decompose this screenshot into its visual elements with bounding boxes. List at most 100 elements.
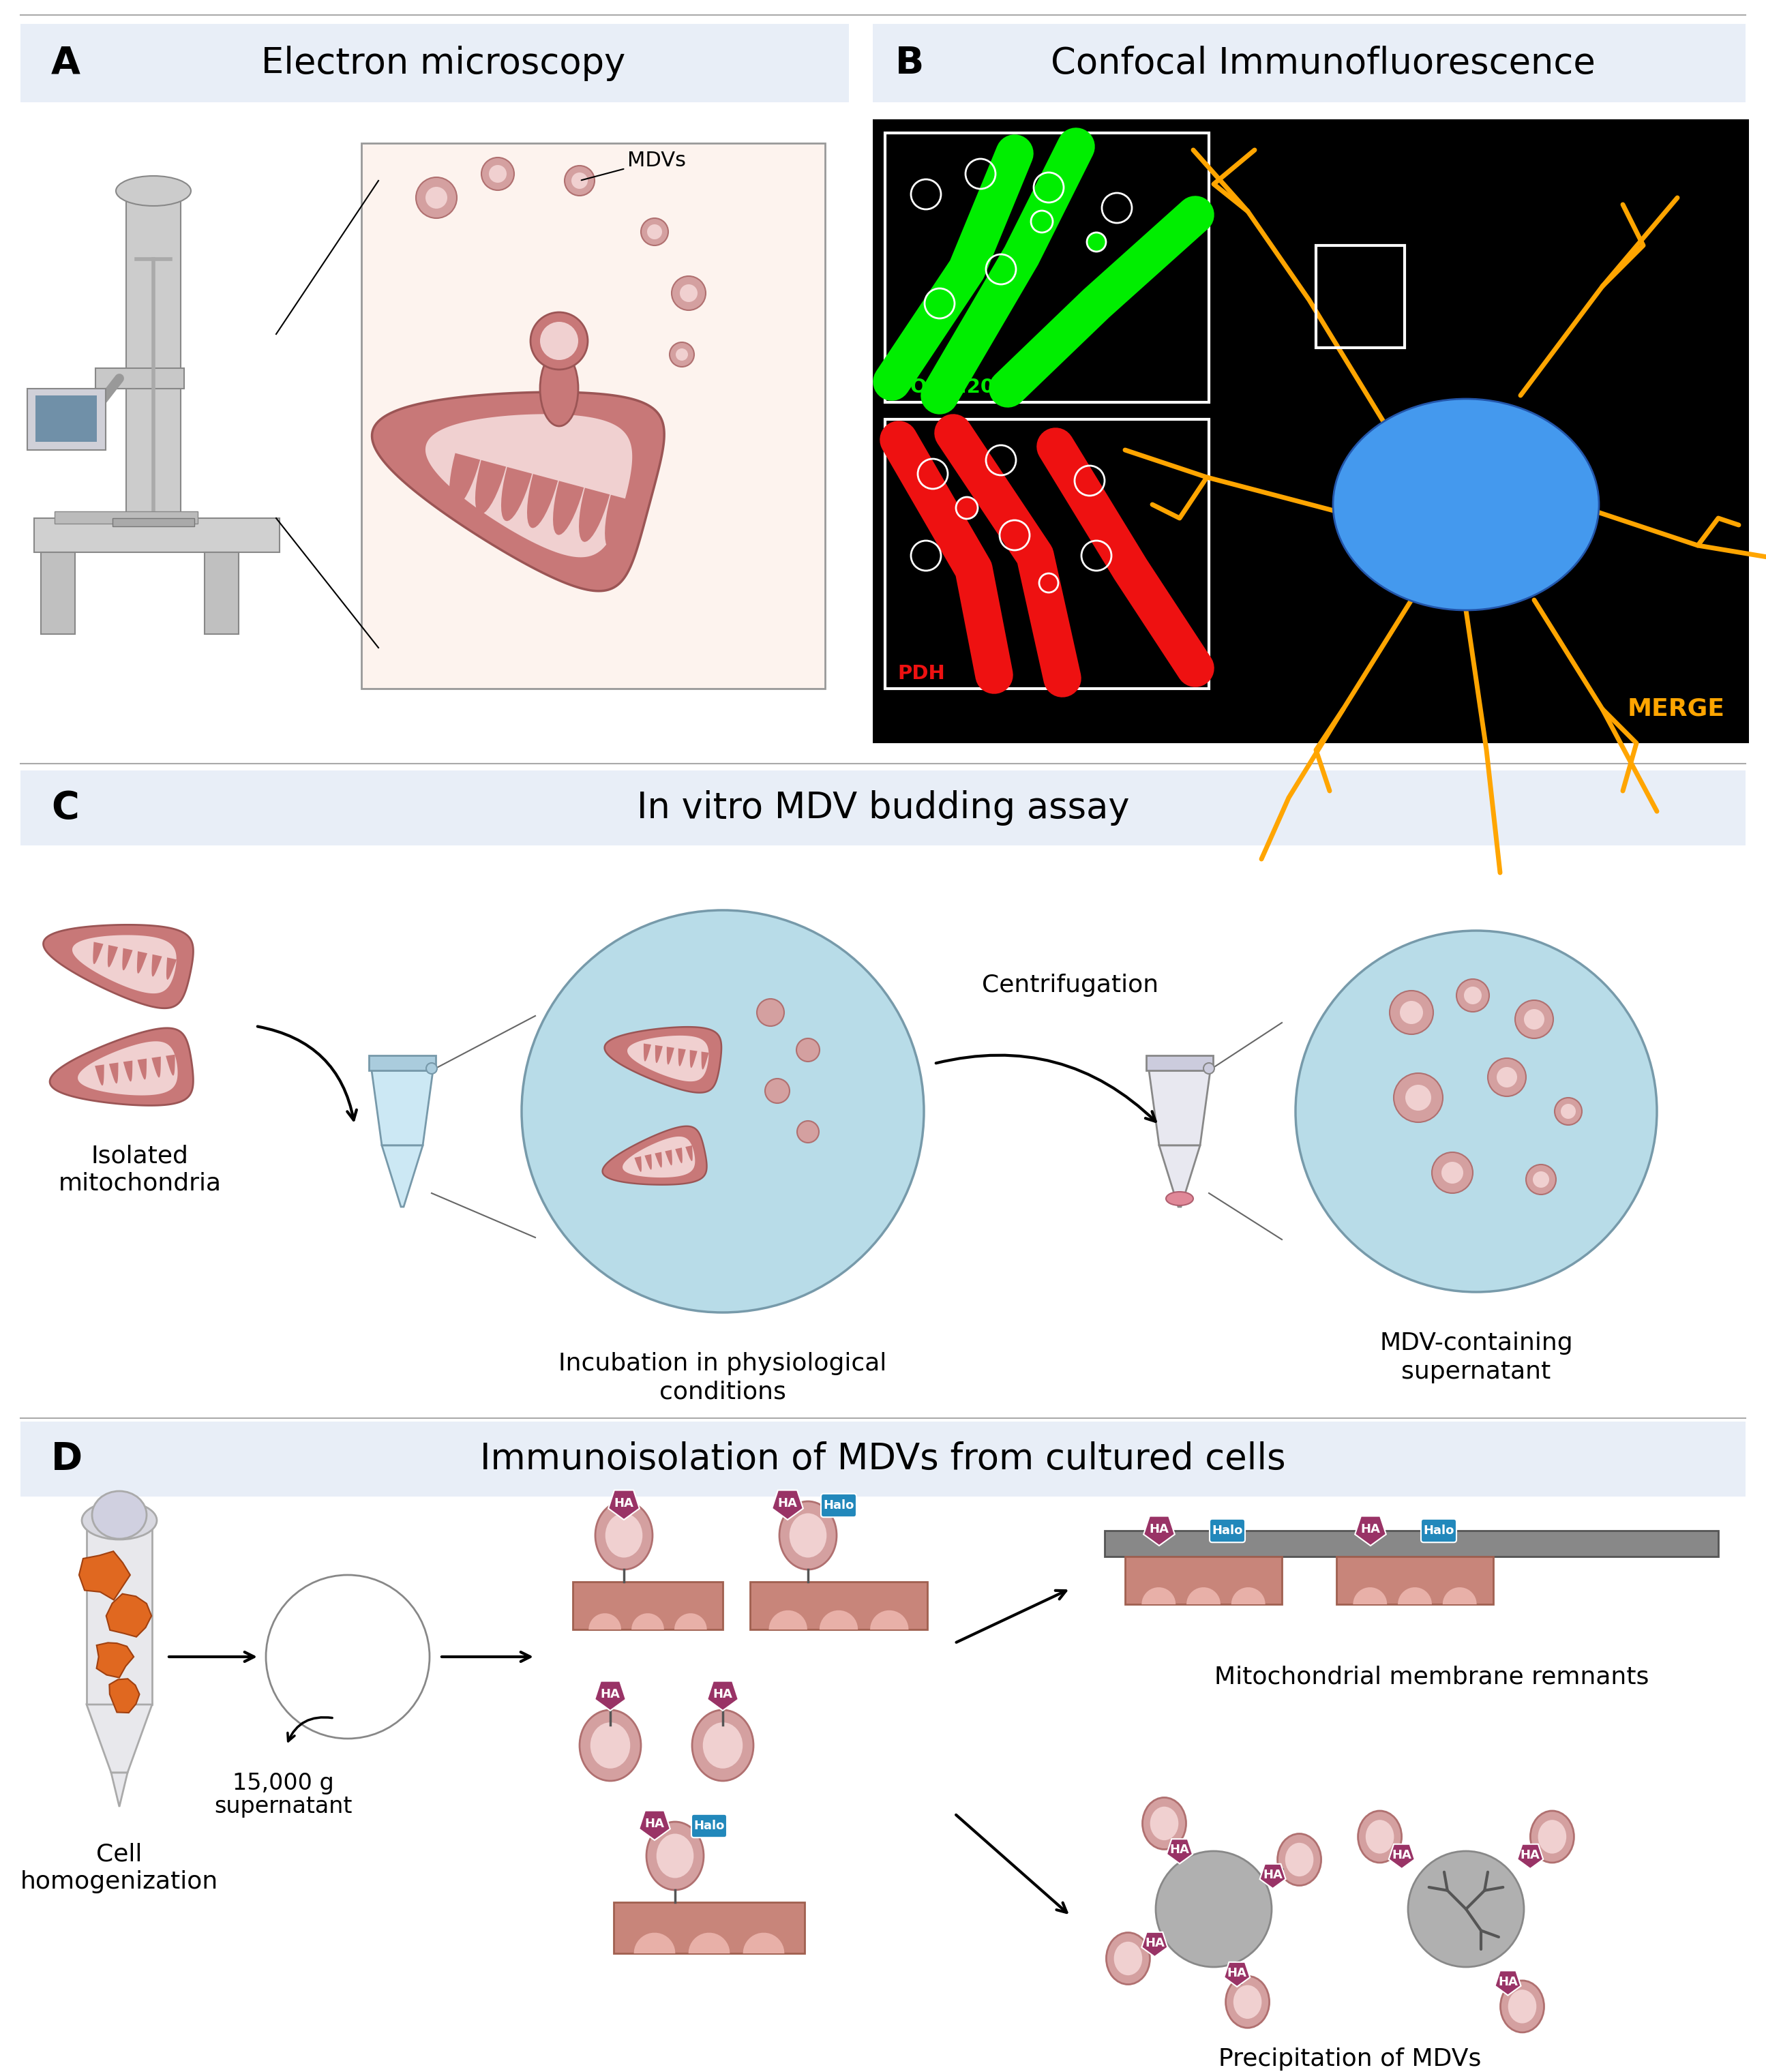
Bar bbox=[26, 390, 106, 450]
Text: HA: HA bbox=[1150, 1523, 1169, 1535]
Polygon shape bbox=[87, 1705, 152, 1774]
Polygon shape bbox=[689, 1933, 729, 1954]
Text: A: A bbox=[51, 46, 81, 81]
Polygon shape bbox=[371, 1071, 433, 1146]
FancyBboxPatch shape bbox=[1422, 1519, 1457, 1542]
Polygon shape bbox=[166, 957, 177, 980]
Text: supernatant: supernatant bbox=[1402, 1359, 1551, 1384]
Ellipse shape bbox=[81, 1502, 157, 1539]
Ellipse shape bbox=[1286, 1842, 1314, 1877]
Polygon shape bbox=[1496, 1970, 1521, 1995]
FancyBboxPatch shape bbox=[1210, 1519, 1245, 1542]
Polygon shape bbox=[579, 487, 609, 543]
Circle shape bbox=[1086, 232, 1106, 251]
Circle shape bbox=[1533, 1171, 1549, 1187]
Bar bbox=[21, 1421, 1745, 1496]
Bar bbox=[369, 1055, 436, 1071]
Bar bbox=[872, 25, 1745, 102]
Polygon shape bbox=[604, 495, 636, 549]
Ellipse shape bbox=[1226, 1977, 1270, 2028]
Polygon shape bbox=[109, 1063, 118, 1084]
Polygon shape bbox=[1167, 1840, 1192, 1863]
Ellipse shape bbox=[590, 1722, 630, 1769]
Circle shape bbox=[1406, 1086, 1430, 1111]
Text: Precipitation of MDVs: Precipitation of MDVs bbox=[1219, 2047, 1482, 2070]
Text: Isolated: Isolated bbox=[92, 1144, 189, 1167]
Circle shape bbox=[1432, 1152, 1473, 1193]
Polygon shape bbox=[381, 1146, 422, 1206]
Text: Incubation in physiological: Incubation in physiological bbox=[558, 1353, 887, 1376]
Text: HA: HA bbox=[600, 1689, 620, 1701]
Polygon shape bbox=[78, 1042, 178, 1096]
Polygon shape bbox=[608, 1490, 639, 1519]
Circle shape bbox=[1554, 1098, 1582, 1125]
Circle shape bbox=[1441, 1162, 1464, 1183]
Polygon shape bbox=[1388, 1844, 1415, 1869]
Circle shape bbox=[1464, 986, 1482, 1005]
Polygon shape bbox=[772, 1490, 804, 1519]
Bar bbox=[362, 143, 825, 688]
Polygon shape bbox=[645, 1154, 652, 1171]
Text: Mitochondrial membrane remnants: Mitochondrial membrane remnants bbox=[1215, 1666, 1649, 1689]
Text: HA: HA bbox=[1521, 1848, 1540, 1861]
Polygon shape bbox=[768, 1610, 807, 1629]
Polygon shape bbox=[449, 454, 480, 508]
Bar bbox=[1104, 1531, 1718, 1556]
Polygon shape bbox=[871, 1610, 908, 1629]
Polygon shape bbox=[666, 1150, 673, 1164]
Text: Halo: Halo bbox=[694, 1819, 724, 1832]
Polygon shape bbox=[475, 460, 507, 514]
Text: Electron microscopy: Electron microscopy bbox=[261, 46, 625, 81]
Ellipse shape bbox=[1531, 1811, 1574, 1863]
Circle shape bbox=[426, 1063, 436, 1073]
Ellipse shape bbox=[789, 1513, 826, 1558]
Ellipse shape bbox=[692, 1709, 754, 1780]
Circle shape bbox=[521, 910, 924, 1312]
Polygon shape bbox=[138, 1059, 147, 1080]
Bar bbox=[87, 1521, 152, 1705]
Polygon shape bbox=[685, 1146, 692, 1160]
Circle shape bbox=[1296, 930, 1657, 1293]
Text: HA: HA bbox=[1498, 1975, 1517, 1987]
Text: MDV-containing: MDV-containing bbox=[1379, 1332, 1574, 1355]
Text: HA: HA bbox=[1144, 1937, 1164, 1950]
Bar bbox=[613, 1902, 805, 1954]
Text: Cell: Cell bbox=[97, 1842, 143, 1867]
Text: MERGE: MERGE bbox=[1628, 698, 1725, 721]
Bar bbox=[55, 512, 198, 524]
Polygon shape bbox=[152, 1057, 161, 1077]
Bar bbox=[21, 771, 1745, 845]
Polygon shape bbox=[1517, 1844, 1543, 1869]
Circle shape bbox=[1524, 1009, 1545, 1030]
Polygon shape bbox=[675, 1148, 682, 1162]
Text: homogenization: homogenization bbox=[21, 1871, 219, 1894]
Ellipse shape bbox=[1333, 398, 1598, 611]
Polygon shape bbox=[604, 1028, 722, 1092]
Polygon shape bbox=[1231, 1587, 1264, 1604]
Polygon shape bbox=[111, 1774, 127, 1807]
Circle shape bbox=[1203, 1063, 1215, 1073]
Ellipse shape bbox=[595, 1502, 652, 1569]
Bar bbox=[34, 518, 279, 553]
Polygon shape bbox=[49, 1028, 192, 1106]
Circle shape bbox=[1457, 980, 1489, 1011]
Text: MDVs: MDVs bbox=[581, 151, 685, 180]
Ellipse shape bbox=[1501, 1981, 1543, 2033]
Text: HA: HA bbox=[777, 1498, 798, 1510]
Polygon shape bbox=[623, 1138, 696, 1177]
Polygon shape bbox=[426, 414, 632, 557]
Polygon shape bbox=[97, 1643, 134, 1678]
Ellipse shape bbox=[1358, 1811, 1402, 1863]
Polygon shape bbox=[701, 1053, 708, 1069]
Polygon shape bbox=[1224, 1962, 1250, 1987]
Polygon shape bbox=[675, 1614, 706, 1629]
Circle shape bbox=[1400, 1001, 1423, 1024]
Circle shape bbox=[796, 1121, 819, 1142]
Polygon shape bbox=[655, 1044, 662, 1063]
Ellipse shape bbox=[540, 350, 577, 427]
Ellipse shape bbox=[1233, 1985, 1261, 2018]
Polygon shape bbox=[166, 1055, 175, 1075]
Text: Immunoisolation of MDVs from cultured cells: Immunoisolation of MDVs from cultured ce… bbox=[480, 1442, 1286, 1477]
Bar bbox=[125, 191, 180, 518]
Polygon shape bbox=[668, 1046, 675, 1065]
